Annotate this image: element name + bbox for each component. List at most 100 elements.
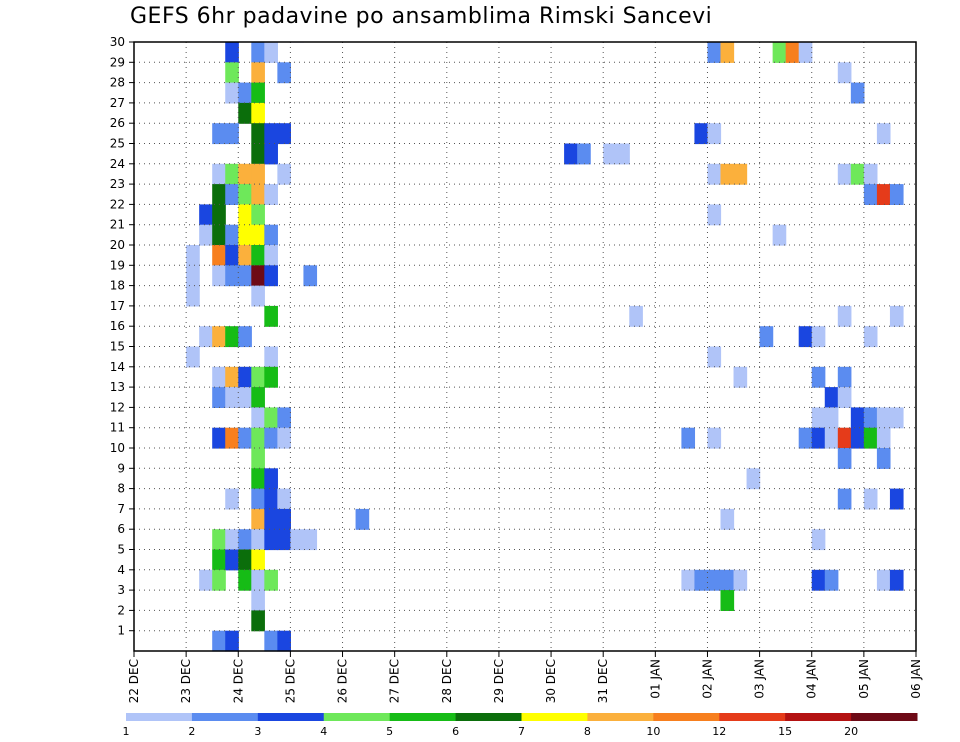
heatmap-cell: [212, 387, 226, 408]
heatmap-cell: [772, 42, 787, 63]
x-tick-label: 01 JAN: [648, 659, 662, 699]
heatmap-cell: [577, 143, 591, 165]
heatmap-cell: [264, 366, 278, 388]
heatmap-cell: [889, 569, 904, 591]
heatmap-cell: [681, 569, 696, 591]
heatmap-cell: [837, 366, 852, 388]
heatmap-cell: [720, 42, 735, 63]
heatmap-cell: [811, 407, 826, 429]
heatmap-cell: [251, 427, 265, 449]
y-tick-label: 29: [110, 55, 125, 69]
x-tick-label: 29 DEC: [492, 659, 506, 703]
colorbar-label: 6: [452, 725, 459, 738]
x-tick-label: 06 JAN: [909, 659, 923, 699]
heatmap-cell: [251, 204, 265, 226]
heatmap-cell: [251, 610, 265, 632]
heatmap-cell: [225, 245, 239, 266]
heatmap-cell: [251, 62, 265, 84]
colorbar-swatch: [389, 713, 457, 721]
colorbar-swatch: [191, 713, 259, 721]
heatmap-cell: [199, 569, 213, 591]
heatmap-cell: [889, 305, 904, 327]
heatmap-cell: [850, 82, 865, 104]
y-tick-label: 2: [117, 603, 125, 617]
heatmap-cell: [824, 407, 839, 429]
heatmap-cell: [264, 529, 278, 551]
y-tick-label: 20: [110, 238, 125, 252]
heatmap-cell: [837, 448, 852, 469]
colorbar-label: 2: [188, 725, 195, 738]
heatmap-cell: [212, 427, 226, 449]
heatmap-cell: [707, 204, 722, 226]
heatmap-cell: [733, 366, 748, 388]
heatmap-cell: [863, 407, 878, 429]
heatmap-cell: [251, 82, 265, 104]
heatmap-cell: [238, 569, 252, 591]
heatmap-cell: [251, 245, 265, 266]
heatmap-cell: [863, 488, 878, 510]
y-tick-label: 21: [110, 218, 125, 232]
x-tick-label: 25 DEC: [283, 659, 297, 703]
heatmap-cell: [850, 407, 865, 429]
colorbar-label: 3: [254, 725, 261, 738]
heatmap-cell: [212, 163, 226, 185]
heatmap-cell: [889, 184, 904, 205]
heatmap-cell: [355, 508, 370, 530]
heatmap-cell: [225, 387, 239, 408]
heatmap-cell: [785, 42, 800, 63]
y-tick-label: 16: [110, 319, 125, 333]
heatmap-cell: [707, 427, 722, 449]
heatmap-cell: [720, 590, 735, 611]
colorbar-swatch: [521, 713, 588, 721]
heatmap-cell: [811, 569, 826, 591]
heatmap-cell: [251, 387, 265, 408]
heatmap-cell: [876, 427, 891, 449]
heatmap-cell: [681, 427, 696, 449]
heatmap-cell: [264, 123, 278, 145]
colorbar-swatch: [653, 713, 720, 721]
heatmap-cell: [251, 102, 265, 124]
heatmap-cell: [837, 427, 852, 449]
heatmap-cell: [811, 366, 826, 388]
y-tick-label: 15: [110, 340, 125, 354]
colorbar-swatch: [785, 713, 852, 721]
heatmap-cell: [746, 468, 761, 490]
heatmap-cell: [850, 427, 865, 449]
colorbar-swatch: [851, 713, 918, 721]
heatmap-cell: [212, 245, 226, 266]
y-tick-label: 12: [110, 400, 125, 414]
colorbar-label: 20: [844, 725, 858, 738]
heatmap-cell: [733, 569, 748, 591]
heatmap-cell: [238, 184, 252, 205]
y-tick-label: 10: [110, 441, 125, 455]
y-tick-label: 13: [110, 380, 125, 394]
x-tick-label: 05 JAN: [857, 659, 871, 699]
heatmap-cell: [251, 224, 265, 246]
page-title: GEFS 6hr padavine po ansamblima Rimski S…: [130, 4, 713, 29]
heatmap-cell: [238, 245, 252, 266]
heatmap-cell: [277, 488, 291, 510]
x-tick-label: 28 DEC: [440, 659, 454, 703]
heatmap-cell: [837, 305, 852, 327]
heatmap-cell: [238, 163, 252, 185]
heatmap-cell: [277, 630, 291, 652]
heatmap-cell: [186, 285, 200, 307]
y-tick-label: 3: [117, 583, 125, 597]
heatmap-cell: [824, 427, 839, 449]
heatmap-cell: [277, 508, 291, 530]
heatmap-cell: [225, 265, 239, 287]
heatmap-cell: [850, 163, 865, 185]
y-tick-label: 30: [110, 35, 125, 49]
heatmap-cell: [707, 569, 722, 591]
heatmap-cell: [225, 82, 239, 104]
heatmap-cell: [251, 123, 265, 145]
heatmap-cell: [251, 488, 265, 510]
heatmap-cell: [238, 366, 252, 388]
colorbar-swatch: [257, 713, 325, 721]
heatmap-cell: [212, 326, 226, 348]
heatmap-cell: [238, 326, 252, 348]
heatmap-cell: [720, 508, 735, 530]
heatmap-cell: [264, 427, 278, 449]
heatmap-cell: [225, 42, 239, 63]
